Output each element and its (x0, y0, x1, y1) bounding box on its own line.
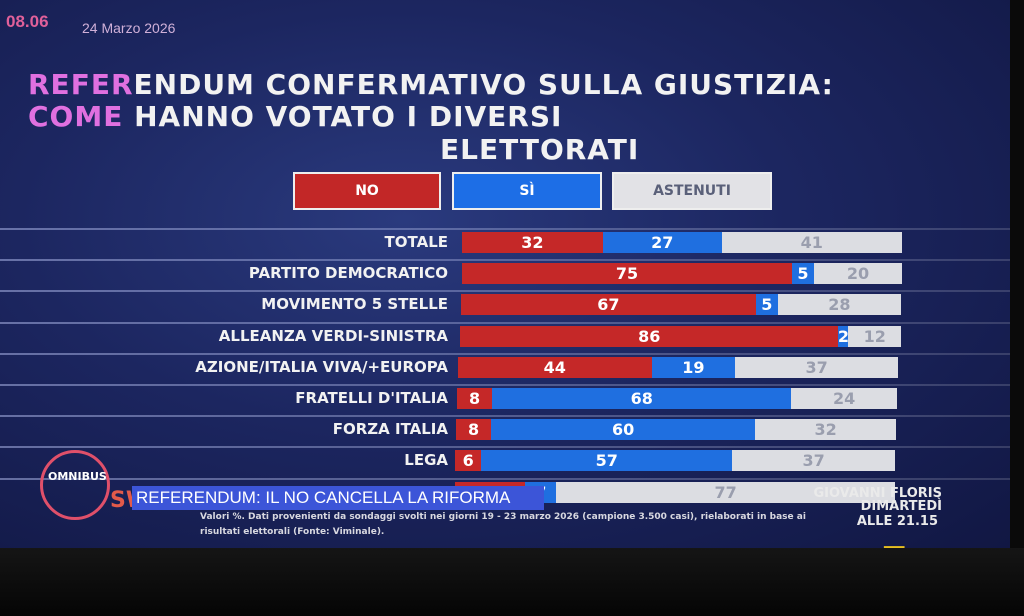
legend-si: SÌ (452, 172, 602, 210)
bar-si: 5 (755, 294, 778, 316)
bar-si: 2 (837, 325, 849, 347)
title-accent: REFER (28, 68, 134, 101)
row-label: ALLEANZA VERDI-SINISTRA (218, 326, 448, 345)
bar-si: 19 (651, 356, 736, 378)
legend-no: NO (293, 172, 441, 210)
legend-astenuti: ASTENUTI (612, 172, 772, 210)
title-accent: COME (28, 100, 124, 133)
title-line-1: REFERENDUM CONFERMATIVO SULLA GIUSTIZIA: (28, 68, 834, 101)
show-time: ALLE 21.15 (856, 514, 938, 529)
row-divider (0, 352, 1010, 355)
bar-si: 57 (481, 450, 733, 472)
bar-no: 32 (462, 232, 603, 253)
bar-astenuti: 37 (735, 356, 898, 378)
row-divider (0, 446, 1010, 449)
row-divider (0, 290, 1010, 293)
bar-si: 5 (792, 263, 814, 285)
channel-seven: 7 (882, 540, 906, 549)
row-divider (0, 259, 1010, 262)
bar-si: 68 (492, 388, 792, 409)
title-text: HANNO VOTATO I DIVERSI (123, 100, 563, 133)
title-line-2: COME HANNO VOTATO I DIVERSI (28, 100, 562, 133)
row-label: TOTALE (384, 233, 448, 251)
bar-no: 8 (456, 419, 492, 441)
bar-no: 8 (457, 388, 493, 409)
channel-la: LA (868, 546, 885, 548)
row-label: AZIONE/ITALIA VIVA/+EUROPA (195, 357, 448, 376)
row-label: PARTITO DEMOCRATICO (248, 264, 448, 283)
row-divider (0, 228, 1010, 230)
source-note: Valori %. Dati provenienti da sondaggi s… (200, 512, 806, 522)
bar-astenuti: 20 (814, 263, 902, 285)
show-host: GIOVANNI FLORIS (813, 486, 942, 501)
row-label: LEGA (404, 451, 448, 470)
bar-astenuti: 12 (848, 325, 902, 347)
omnibus-logo (40, 450, 110, 520)
bar-si: 27 (602, 232, 722, 253)
bar-astenuti: 28 (777, 294, 901, 316)
la7-logo: LA 7 HD (860, 540, 940, 549)
date: 24 Marzo 2026 (82, 20, 176, 36)
bar-no: 75 (462, 263, 792, 285)
bar-no: 44 (458, 356, 652, 378)
source-note-2: risultati elettorali (Fonte: Viminale). (200, 527, 385, 537)
bar-astenuti: 24 (791, 388, 897, 409)
show-name: DIMARTEDÌ (860, 499, 942, 514)
tv-screen: 08.06 24 Marzo 2026 REFERENDUM CONFERMAT… (0, 0, 1010, 548)
row-divider (0, 415, 1010, 418)
row-label: FORZA ITALIA (332, 420, 448, 439)
clock: 08.06 (6, 12, 49, 31)
bar-astenuti: 37 (732, 450, 895, 472)
tv-bezel-bottom (0, 548, 1024, 616)
bar-astenuti: 41 (721, 232, 902, 253)
bar-no: 67 (461, 294, 756, 316)
logo-text: OMNIBUS (48, 470, 107, 483)
row-label: MOVIMENTO 5 STELLE (261, 295, 448, 314)
title-line-3: ELETTORATI (440, 133, 640, 166)
row-divider (0, 321, 1010, 324)
bar-astenuti: 77 (556, 481, 895, 503)
bar-no: 86 (460, 325, 839, 347)
news-ticker: REFERENDUM: IL NO CANCELLA LA RIFORMA (132, 486, 544, 510)
bar-no: 6 (455, 450, 482, 472)
row-label: FRATELLI D'ITALIA (295, 389, 448, 407)
row-divider (0, 477, 1010, 480)
tv-bezel-right (1010, 0, 1024, 616)
title-text: ENDUM CONFERMATIVO SULLA GIUSTIZIA: (133, 68, 834, 101)
bar-astenuti: 32 (755, 419, 896, 441)
bar-si: 60 (491, 419, 756, 441)
row-divider (0, 384, 1010, 386)
